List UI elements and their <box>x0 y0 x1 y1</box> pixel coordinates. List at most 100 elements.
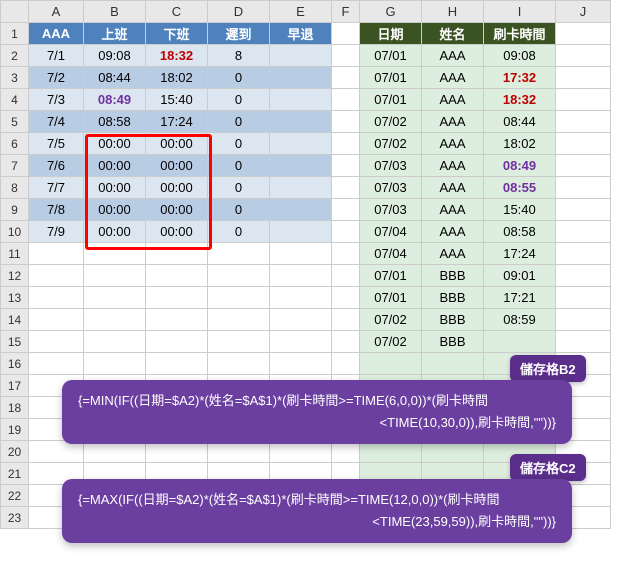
cell-B16[interactable] <box>84 353 146 375</box>
cell-G6[interactable]: 07/02 <box>360 133 422 155</box>
cell-H15[interactable]: BBB <box>422 331 484 353</box>
row-header-19[interactable]: 19 <box>1 419 29 441</box>
cell-E3[interactable] <box>270 67 332 89</box>
cell-D16[interactable] <box>208 353 270 375</box>
cell-C7[interactable]: 00:00 <box>146 155 208 177</box>
cell-H3[interactable]: AAA <box>422 67 484 89</box>
cell-B8[interactable]: 00:00 <box>84 177 146 199</box>
col-header-E[interactable]: E <box>270 1 332 23</box>
cell-B7[interactable]: 00:00 <box>84 155 146 177</box>
cell-F16[interactable] <box>332 353 360 375</box>
cell-A3[interactable]: 7/2 <box>29 67 84 89</box>
cell-F14[interactable] <box>332 309 360 331</box>
cell-I12[interactable]: 09:01 <box>484 265 556 287</box>
cell-G2[interactable]: 07/01 <box>360 45 422 67</box>
cell-C6[interactable]: 00:00 <box>146 133 208 155</box>
cell-B1[interactable]: 上班 <box>84 23 146 45</box>
cell-B10[interactable]: 00:00 <box>84 221 146 243</box>
cell-E4[interactable] <box>270 89 332 111</box>
cell-D3[interactable]: 0 <box>208 67 270 89</box>
cell-E1[interactable]: 早退 <box>270 23 332 45</box>
cell-A6[interactable]: 7/5 <box>29 133 84 155</box>
cell-I7[interactable]: 08:49 <box>484 155 556 177</box>
cell-A14[interactable] <box>29 309 84 331</box>
col-header-H[interactable]: H <box>422 1 484 23</box>
cell-H8[interactable]: AAA <box>422 177 484 199</box>
cell-C4[interactable]: 15:40 <box>146 89 208 111</box>
cell-D9[interactable]: 0 <box>208 199 270 221</box>
cell-D12[interactable] <box>208 265 270 287</box>
cell-G4[interactable]: 07/01 <box>360 89 422 111</box>
col-header-B[interactable]: B <box>84 1 146 23</box>
cell-B9[interactable]: 00:00 <box>84 199 146 221</box>
row-header-7[interactable]: 7 <box>1 155 29 177</box>
col-header-C[interactable]: C <box>146 1 208 23</box>
cell-F8[interactable] <box>332 177 360 199</box>
cell-H13[interactable]: BBB <box>422 287 484 309</box>
cell-C1[interactable]: 下班 <box>146 23 208 45</box>
cell-D2[interactable]: 8 <box>208 45 270 67</box>
cell-D7[interactable]: 0 <box>208 155 270 177</box>
col-header-A[interactable]: A <box>29 1 84 23</box>
cell-F6[interactable] <box>332 133 360 155</box>
cell-A10[interactable]: 7/9 <box>29 221 84 243</box>
cell-C2[interactable]: 18:32 <box>146 45 208 67</box>
col-header-D[interactable]: D <box>208 1 270 23</box>
cell-I1[interactable]: 刷卡時間 <box>484 23 556 45</box>
cell-G8[interactable]: 07/03 <box>360 177 422 199</box>
cell-A15[interactable] <box>29 331 84 353</box>
cell-A2[interactable]: 7/1 <box>29 45 84 67</box>
row-header-22[interactable]: 22 <box>1 485 29 507</box>
cell-D11[interactable] <box>208 243 270 265</box>
cell-E16[interactable] <box>270 353 332 375</box>
cell-G9[interactable]: 07/03 <box>360 199 422 221</box>
cell-A7[interactable]: 7/6 <box>29 155 84 177</box>
cell-A4[interactable]: 7/3 <box>29 89 84 111</box>
cell-G1[interactable]: 日期 <box>360 23 422 45</box>
cell-E14[interactable] <box>270 309 332 331</box>
row-header-17[interactable]: 17 <box>1 375 29 397</box>
cell-G5[interactable]: 07/02 <box>360 111 422 133</box>
cell-F13[interactable] <box>332 287 360 309</box>
cell-F9[interactable] <box>332 199 360 221</box>
cell-I14[interactable]: 08:59 <box>484 309 556 331</box>
cell-J12[interactable] <box>556 265 611 287</box>
cell-B15[interactable] <box>84 331 146 353</box>
cell-B6[interactable]: 00:00 <box>84 133 146 155</box>
row-header-11[interactable]: 11 <box>1 243 29 265</box>
row-header-14[interactable]: 14 <box>1 309 29 331</box>
cell-D13[interactable] <box>208 287 270 309</box>
row-header-9[interactable]: 9 <box>1 199 29 221</box>
cell-I13[interactable]: 17:21 <box>484 287 556 309</box>
row-header-13[interactable]: 13 <box>1 287 29 309</box>
cell-I2[interactable]: 09:08 <box>484 45 556 67</box>
cell-H1[interactable]: 姓名 <box>422 23 484 45</box>
cell-F12[interactable] <box>332 265 360 287</box>
cell-D5[interactable]: 0 <box>208 111 270 133</box>
row-header-3[interactable]: 3 <box>1 67 29 89</box>
cell-H10[interactable]: AAA <box>422 221 484 243</box>
cell-F11[interactable] <box>332 243 360 265</box>
cell-F2[interactable] <box>332 45 360 67</box>
cell-J14[interactable] <box>556 309 611 331</box>
cell-E15[interactable] <box>270 331 332 353</box>
cell-E2[interactable] <box>270 45 332 67</box>
row-header-12[interactable]: 12 <box>1 265 29 287</box>
cell-F4[interactable] <box>332 89 360 111</box>
cell-J2[interactable] <box>556 45 611 67</box>
cell-I8[interactable]: 08:55 <box>484 177 556 199</box>
cell-H5[interactable]: AAA <box>422 111 484 133</box>
cell-H11[interactable]: AAA <box>422 243 484 265</box>
spreadsheet[interactable]: ABCDEFGHIJ1AAA上班下班遲到早退日期姓名刷卡時間27/109:081… <box>0 0 611 529</box>
cell-B2[interactable]: 09:08 <box>84 45 146 67</box>
cell-D1[interactable]: 遲到 <box>208 23 270 45</box>
col-header-J[interactable]: J <box>556 1 611 23</box>
cell-B5[interactable]: 08:58 <box>84 111 146 133</box>
cell-I5[interactable]: 08:44 <box>484 111 556 133</box>
cell-B13[interactable] <box>84 287 146 309</box>
cell-F3[interactable] <box>332 67 360 89</box>
cell-C16[interactable] <box>146 353 208 375</box>
row-header-20[interactable]: 20 <box>1 441 29 463</box>
cell-A8[interactable]: 7/7 <box>29 177 84 199</box>
cell-G12[interactable]: 07/01 <box>360 265 422 287</box>
